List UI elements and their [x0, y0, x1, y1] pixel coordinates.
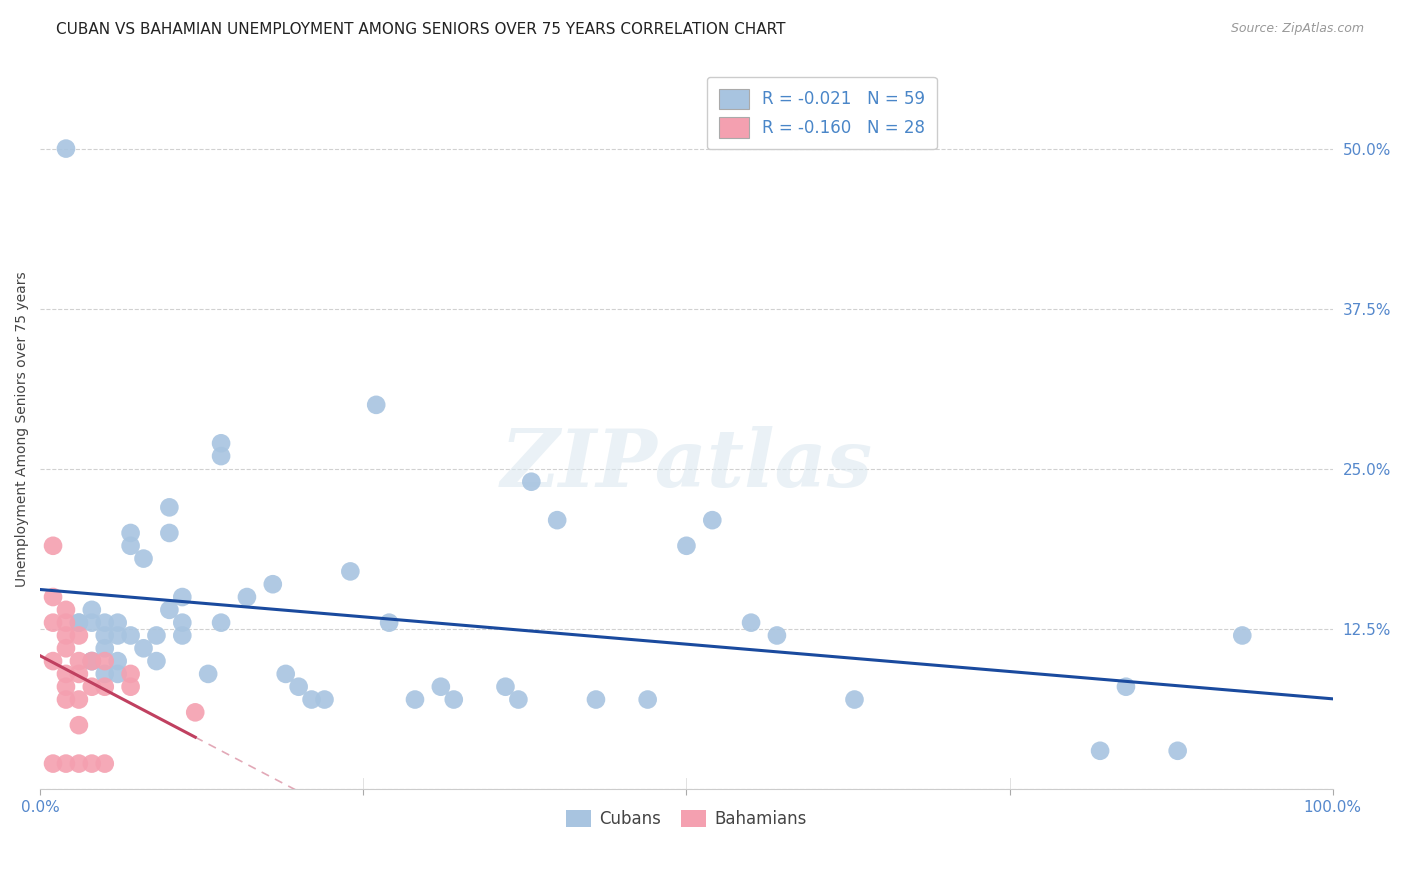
Point: [339, 565, 361, 579]
Point: [145, 654, 167, 668]
Point: [80, 756, 103, 771]
Point: [262, 577, 284, 591]
Point: [55, 667, 77, 681]
Text: Source: ZipAtlas.com: Source: ZipAtlas.com: [1230, 22, 1364, 36]
Point: [67, 756, 90, 771]
Point: [42, 756, 65, 771]
Point: [274, 667, 297, 681]
Point: [740, 615, 762, 630]
Point: [107, 654, 129, 668]
Point: [157, 603, 180, 617]
Point: [197, 667, 219, 681]
Point: [55, 615, 77, 630]
Point: [184, 706, 207, 720]
Point: [172, 615, 194, 630]
Point: [585, 692, 607, 706]
Point: [80, 680, 103, 694]
Point: [93, 654, 115, 668]
Point: [366, 398, 388, 412]
Point: [42, 654, 65, 668]
Point: [766, 628, 789, 642]
Point: [236, 590, 259, 604]
Point: [93, 756, 115, 771]
Legend: Cubans, Bahamians: Cubans, Bahamians: [560, 804, 814, 835]
Point: [80, 654, 103, 668]
Point: [120, 526, 142, 541]
Point: [55, 756, 77, 771]
Point: [93, 667, 115, 681]
Point: [314, 692, 336, 706]
Point: [67, 718, 90, 732]
Point: [209, 436, 232, 450]
Point: [508, 692, 530, 706]
Point: [145, 628, 167, 642]
Point: [67, 692, 90, 706]
Point: [120, 667, 142, 681]
Point: [93, 628, 115, 642]
Point: [93, 641, 115, 656]
Point: [378, 615, 401, 630]
Point: [67, 667, 90, 681]
Point: [443, 692, 465, 706]
Point: [42, 539, 65, 553]
Point: [546, 513, 568, 527]
Point: [301, 692, 323, 706]
Point: [495, 680, 517, 694]
Point: [107, 667, 129, 681]
Point: [80, 654, 103, 668]
Point: [637, 692, 659, 706]
Point: [132, 551, 155, 566]
Point: [93, 680, 115, 694]
Point: [157, 500, 180, 515]
Point: [55, 680, 77, 694]
Point: [55, 641, 77, 656]
Point: [172, 628, 194, 642]
Point: [107, 628, 129, 642]
Point: [157, 526, 180, 541]
Point: [120, 539, 142, 553]
Point: [172, 590, 194, 604]
Point: [430, 680, 453, 694]
Point: [132, 641, 155, 656]
Point: [287, 680, 309, 694]
Point: [675, 539, 697, 553]
Point: [93, 615, 115, 630]
Point: [55, 628, 77, 642]
Y-axis label: Unemployment Among Seniors over 75 years: Unemployment Among Seniors over 75 years: [15, 271, 30, 587]
Text: ZIPatlas: ZIPatlas: [501, 426, 873, 504]
Point: [67, 654, 90, 668]
Point: [55, 692, 77, 706]
Point: [42, 590, 65, 604]
Point: [1167, 744, 1189, 758]
Point: [80, 654, 103, 668]
Point: [80, 603, 103, 617]
Point: [120, 680, 142, 694]
Point: [67, 628, 90, 642]
Point: [120, 628, 142, 642]
Point: [844, 692, 866, 706]
Text: CUBAN VS BAHAMIAN UNEMPLOYMENT AMONG SENIORS OVER 75 YEARS CORRELATION CHART: CUBAN VS BAHAMIAN UNEMPLOYMENT AMONG SEN…: [56, 22, 786, 37]
Point: [520, 475, 543, 489]
Point: [67, 615, 90, 630]
Point: [80, 615, 103, 630]
Point: [209, 449, 232, 463]
Point: [67, 615, 90, 630]
Point: [1232, 628, 1254, 642]
Point: [55, 142, 77, 156]
Point: [1115, 680, 1137, 694]
Point: [702, 513, 724, 527]
Point: [107, 615, 129, 630]
Point: [404, 692, 426, 706]
Point: [1088, 744, 1111, 758]
Point: [209, 615, 232, 630]
Point: [55, 603, 77, 617]
Point: [42, 615, 65, 630]
